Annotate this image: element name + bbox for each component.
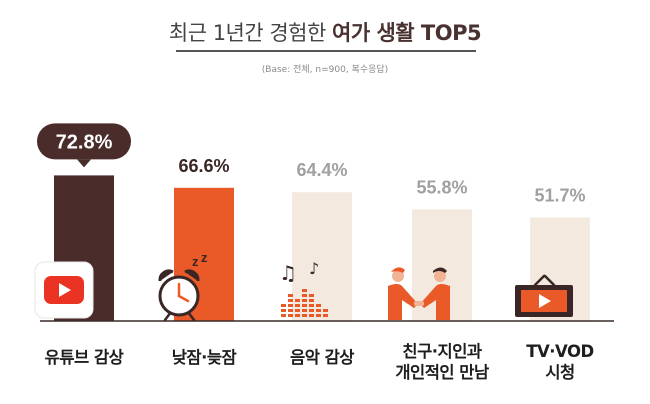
music-notes-icon: ♫ ♪ [279,259,328,317]
value-label-4: 55.8% [416,177,467,197]
category-label-4: 친구·지인과 개인적인 만남 [395,342,489,382]
value-bubble-1 [37,123,131,160]
value-labels-group: 72.8% 66.6% 64.4% 55.8% 51.7% [37,123,586,206]
category-label-1: 유튜브 감상 [44,348,124,367]
svg-text:z: z [192,254,199,269]
value-bubble-tail-1 [77,159,91,168]
value-label-1: 72.8% [56,131,113,153]
title-underline [176,50,476,52]
chart-title-prefix: 최근 1년간 경험한 [168,21,326,45]
bar-3 [292,192,352,321]
handshake-icon [388,267,450,320]
base-note: (Base: 전체, n=900, 복수응답) [261,65,389,75]
category-label-2: 낮잠·늦잠 [171,348,237,367]
youtube-icon [34,261,94,319]
svg-text:♪: ♪ [309,259,319,278]
alarm-clock-icon: z z [158,250,208,322]
chart-title-emphasis: 여가 생활 TOP5 [332,21,482,45]
value-label-3: 64.4% [296,160,347,180]
tv-play-icon [515,274,573,317]
category-label-3: 음악 감상 [290,348,354,367]
svg-text:z: z [201,250,208,265]
value-label-5: 51.7% [534,186,585,206]
chart-title: 최근 1년간 경험한 여가 생활 TOP5 [0,17,650,47]
svg-text:♫: ♫ [279,261,297,285]
bars-group [54,175,590,321]
category-label-5: TV·VOD 시청 [526,342,594,382]
value-label-2: 66.6% [178,156,229,176]
